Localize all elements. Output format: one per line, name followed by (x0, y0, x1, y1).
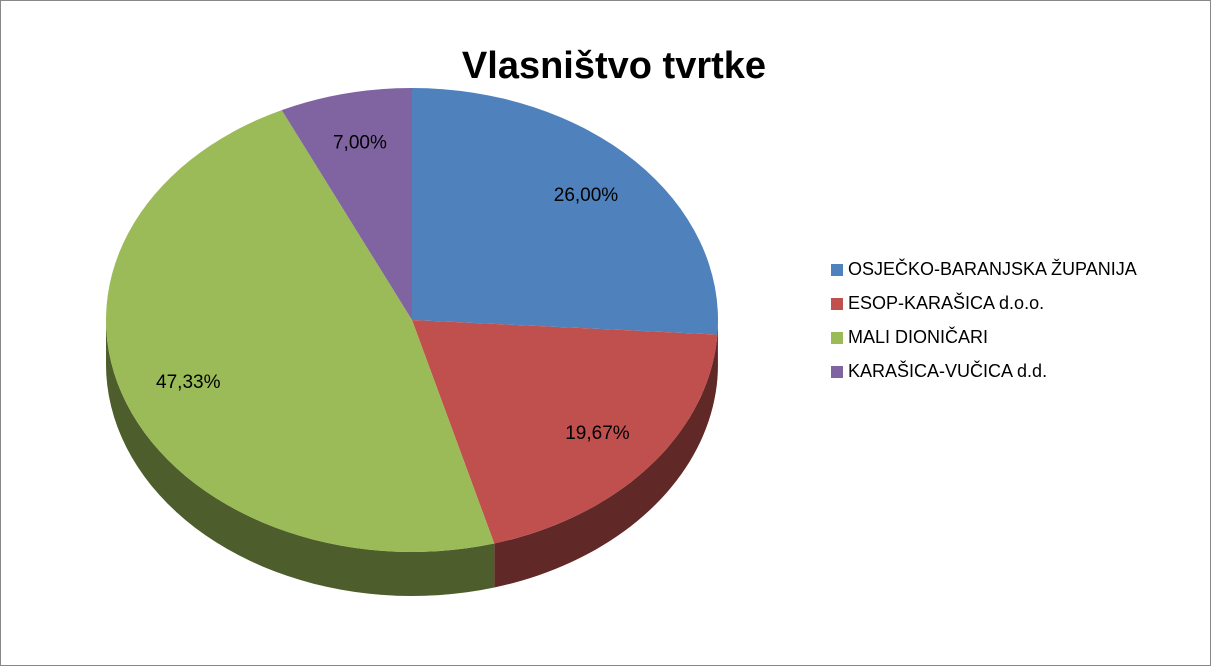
slice (105, 110, 495, 553)
data-label: 7,00% (333, 132, 387, 153)
slice-side-shade (717, 320, 718, 379)
legend-label: KARAŠICA-VUČICA d.d. (848, 360, 1047, 381)
slice (412, 320, 718, 544)
legend-label: MALI DIONIČARI (848, 326, 988, 347)
legend-swatch (831, 298, 843, 310)
legend-swatch (831, 332, 843, 344)
data-label: 26,00% (554, 185, 619, 206)
data-label: 19,67% (565, 423, 630, 444)
legend-label: OSJEČKO-BARANJSKA ŽUPANIJA (848, 258, 1137, 279)
legend-swatch (831, 264, 843, 276)
chart-title: Vlasništvo tvrtke (462, 45, 766, 87)
slice (281, 88, 412, 320)
slice-side-shade (106, 320, 495, 596)
slice-side-shade (494, 334, 718, 588)
legend-label: ESOP-KARAŠICA d.o.o. (848, 292, 1044, 313)
data-label: 47,33% (156, 372, 221, 393)
legend-swatch (831, 366, 843, 378)
slice (412, 88, 718, 335)
